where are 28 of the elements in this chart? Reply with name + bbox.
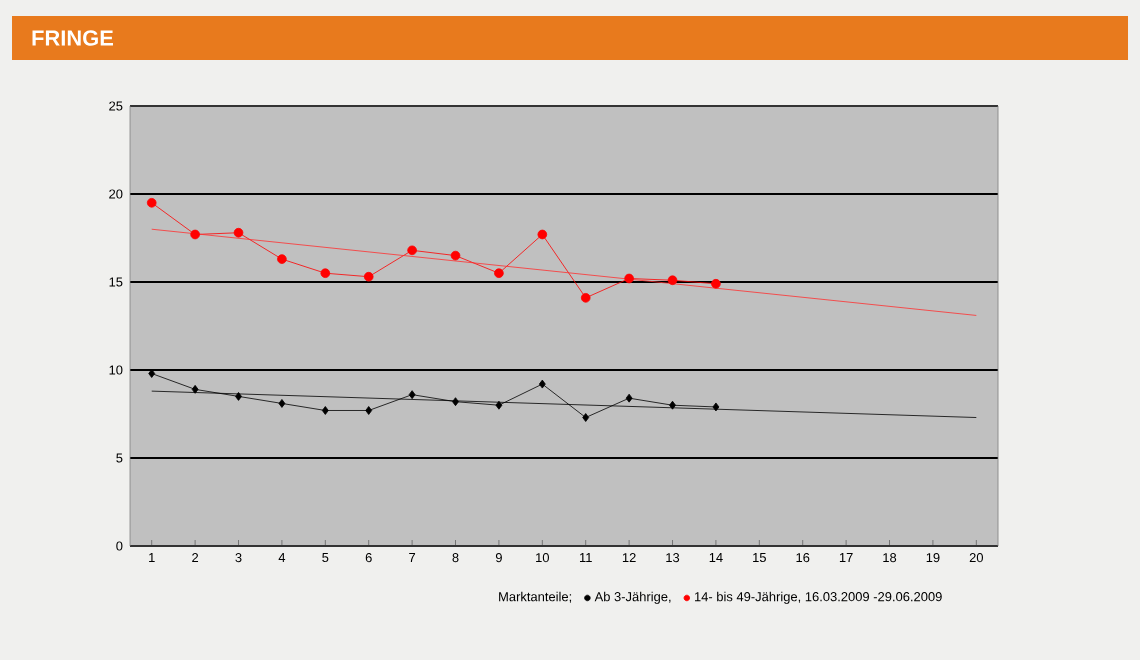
point	[190, 229, 200, 240]
chart-title: FRINGE	[32, 30, 113, 46]
point	[408, 390, 416, 400]
point	[450, 250, 461, 261]
point	[233, 227, 244, 238]
point	[363, 271, 374, 282]
point	[537, 229, 548, 240]
point	[320, 268, 331, 278]
point	[191, 384, 199, 394]
point	[495, 400, 503, 410]
point	[582, 413, 590, 422]
point	[580, 293, 591, 303]
point	[538, 379, 546, 389]
point	[711, 278, 721, 289]
point	[365, 406, 373, 415]
point	[669, 400, 676, 410]
point	[321, 406, 329, 415]
point	[667, 275, 678, 286]
point	[277, 254, 287, 264]
point	[146, 198, 157, 208]
point	[452, 397, 459, 407]
point	[494, 268, 504, 278]
point	[624, 273, 634, 284]
point	[407, 245, 417, 256]
point	[625, 393, 633, 403]
point	[278, 399, 286, 408]
point	[712, 402, 720, 412]
point	[235, 392, 242, 401]
